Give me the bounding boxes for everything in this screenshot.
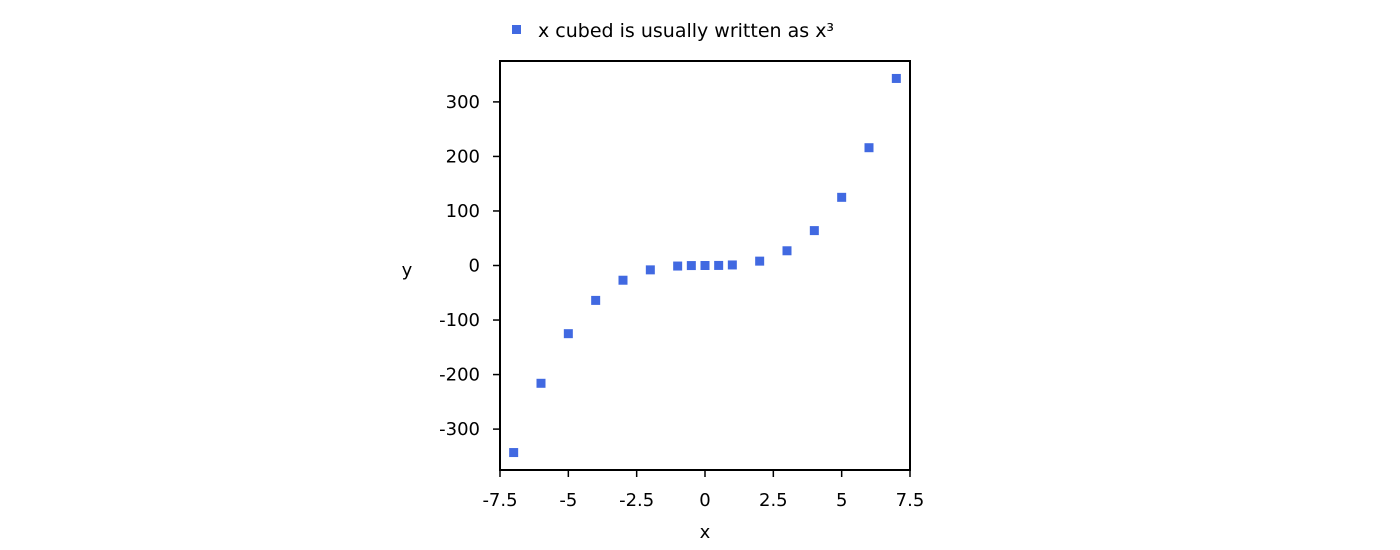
- legend: x cubed is usually written as x³: [512, 20, 834, 42]
- y-tick-label: 300: [446, 92, 480, 113]
- x-axis-label: x: [700, 522, 711, 543]
- data-point: [700, 261, 710, 270]
- legend-label: x cubed is usually written as x³: [538, 20, 834, 42]
- data-point: [837, 192, 847, 202]
- data-point: [673, 261, 683, 271]
- y-tick-label: -300: [439, 419, 480, 440]
- legend-marker: [512, 25, 521, 34]
- data-point: [864, 143, 874, 153]
- data-point: [809, 226, 819, 236]
- data-point: [509, 448, 519, 458]
- data-point: [714, 260, 724, 270]
- data-point: [591, 295, 601, 305]
- data-point: [727, 260, 737, 270]
- y-axis: -300 -200 -100 0 100 200 300: [439, 92, 500, 440]
- data-point: [563, 329, 573, 339]
- data-point: [536, 378, 546, 388]
- y-tick-label: -200: [439, 365, 480, 386]
- y-tick-label: 100: [446, 201, 480, 222]
- data-point: [618, 275, 628, 285]
- y-tick-label: 0: [469, 256, 480, 277]
- data-point: [645, 265, 655, 275]
- data-point: [686, 261, 696, 271]
- x-tick-label: -7.5: [482, 490, 517, 511]
- x-axis: -7.5 -5 -2.5 0 2.5 5 7.5: [482, 470, 924, 511]
- x-tick-label: -2.5: [619, 490, 654, 511]
- x-tick-label: 5: [836, 490, 847, 511]
- y-axis-label: y: [402, 260, 413, 281]
- data-point: [755, 256, 765, 266]
- data-point: [891, 73, 901, 83]
- x-tick-label: 0: [699, 490, 710, 511]
- y-tick-label: 200: [446, 146, 480, 167]
- data-points: [509, 73, 901, 458]
- x-tick-label: -5: [559, 490, 577, 511]
- data-point: [782, 246, 792, 256]
- x-tick-label: 7.5: [896, 490, 925, 511]
- y-tick-label: -100: [439, 310, 480, 331]
- x-tick-label: 2.5: [759, 490, 788, 511]
